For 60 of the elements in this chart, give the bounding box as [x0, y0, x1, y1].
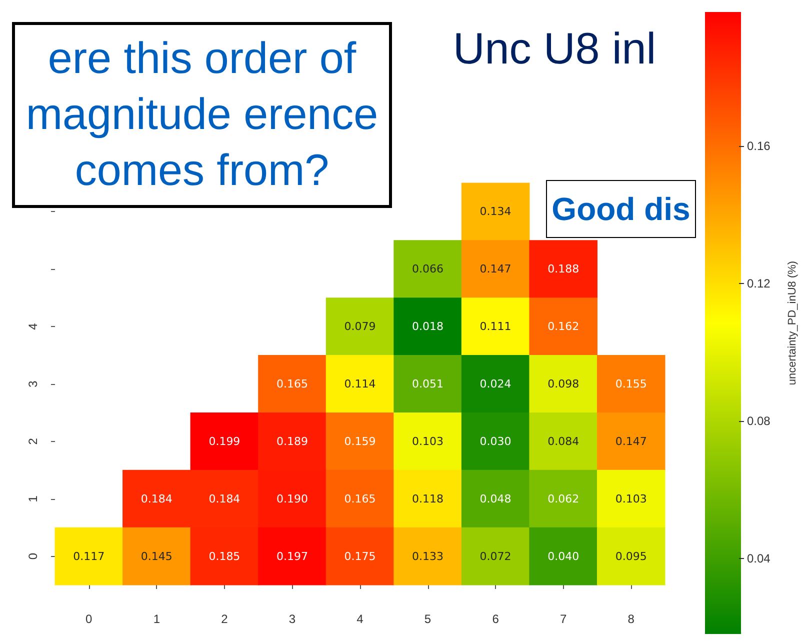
- data-label: 0.188: [548, 262, 580, 276]
- data-label: 0.155: [615, 378, 647, 390]
- data-label: 0.040: [548, 550, 580, 563]
- data-label: 0.103: [615, 492, 647, 506]
- x-tick-label: 0: [86, 612, 93, 626]
- x-tick-label: 2: [221, 612, 228, 626]
- data-label: 0.118: [412, 492, 444, 506]
- data-label: 0.165: [276, 378, 308, 390]
- data-label: 0.145: [140, 550, 172, 563]
- data-label: 0.189: [276, 434, 308, 448]
- x-tick-label: 3: [288, 612, 296, 626]
- callout-box: ere this order of magnitude erence comes from?: [12, 22, 392, 208]
- y-tick-label: 1: [26, 495, 40, 502]
- data-label: 0.165: [344, 492, 376, 506]
- data-label: 0.048: [480, 492, 512, 506]
- data-label: 0.147: [480, 262, 512, 276]
- data-label: 0.084: [548, 434, 580, 448]
- x-tick-label: 5: [424, 612, 432, 626]
- data-label: 0.018: [412, 320, 444, 334]
- data-label: 0.117: [73, 550, 105, 563]
- x-tick-label: 6: [492, 612, 500, 626]
- data-label: 0.185: [208, 550, 240, 563]
- data-label: 0.184: [208, 492, 240, 506]
- y-tick-label: 3: [26, 380, 40, 388]
- data-label: 0.103: [412, 434, 444, 448]
- x-tick-label: 7: [560, 612, 567, 626]
- data-label: 0.184: [140, 492, 172, 506]
- y-tick-label: 4: [26, 322, 40, 330]
- data-label: 0.133: [412, 550, 444, 563]
- data-label: 0.134: [480, 205, 512, 218]
- data-label: 0.024: [480, 378, 512, 390]
- data-label: 0.098: [548, 378, 580, 390]
- data-label: 0.095: [615, 550, 647, 563]
- data-label: 0.066: [412, 262, 444, 276]
- chart-title: Unc U8 inl: [453, 24, 656, 74]
- color-bar-label: 0.16: [747, 139, 771, 154]
- data-label: 0.062: [548, 492, 580, 506]
- data-label: 0.190: [276, 492, 308, 506]
- data-label: 0.111: [480, 320, 512, 334]
- data-label: 0.114: [344, 378, 376, 390]
- data-label: 0.199: [208, 434, 240, 448]
- color-bar-title: uncertainty_PD_inU8 (%): [786, 260, 798, 386]
- color-bar-label: 0.08: [747, 414, 771, 428]
- data-label: 0.072: [480, 550, 512, 563]
- data-label: 0.147: [615, 434, 647, 448]
- callout-box: Good dis: [546, 180, 696, 238]
- data-label: 0.159: [344, 434, 376, 448]
- data-label: 0.079: [344, 320, 376, 334]
- x-tick-label: 1: [153, 612, 160, 626]
- color-bar-label: 0.04: [747, 551, 771, 566]
- y-tick-label: 0: [26, 552, 40, 560]
- data-label: 0.162: [548, 320, 580, 334]
- y-tick-label: 2: [26, 438, 40, 445]
- x-tick-label: 8: [628, 612, 635, 626]
- data-label: 0.175: [344, 550, 376, 563]
- x-tick-label: 4: [356, 612, 364, 626]
- data-label: 0.030: [480, 434, 512, 448]
- data-label: 0.197: [276, 550, 308, 563]
- data-label: 0.051: [412, 378, 444, 390]
- color-bar-label: 0.12: [747, 276, 771, 290]
